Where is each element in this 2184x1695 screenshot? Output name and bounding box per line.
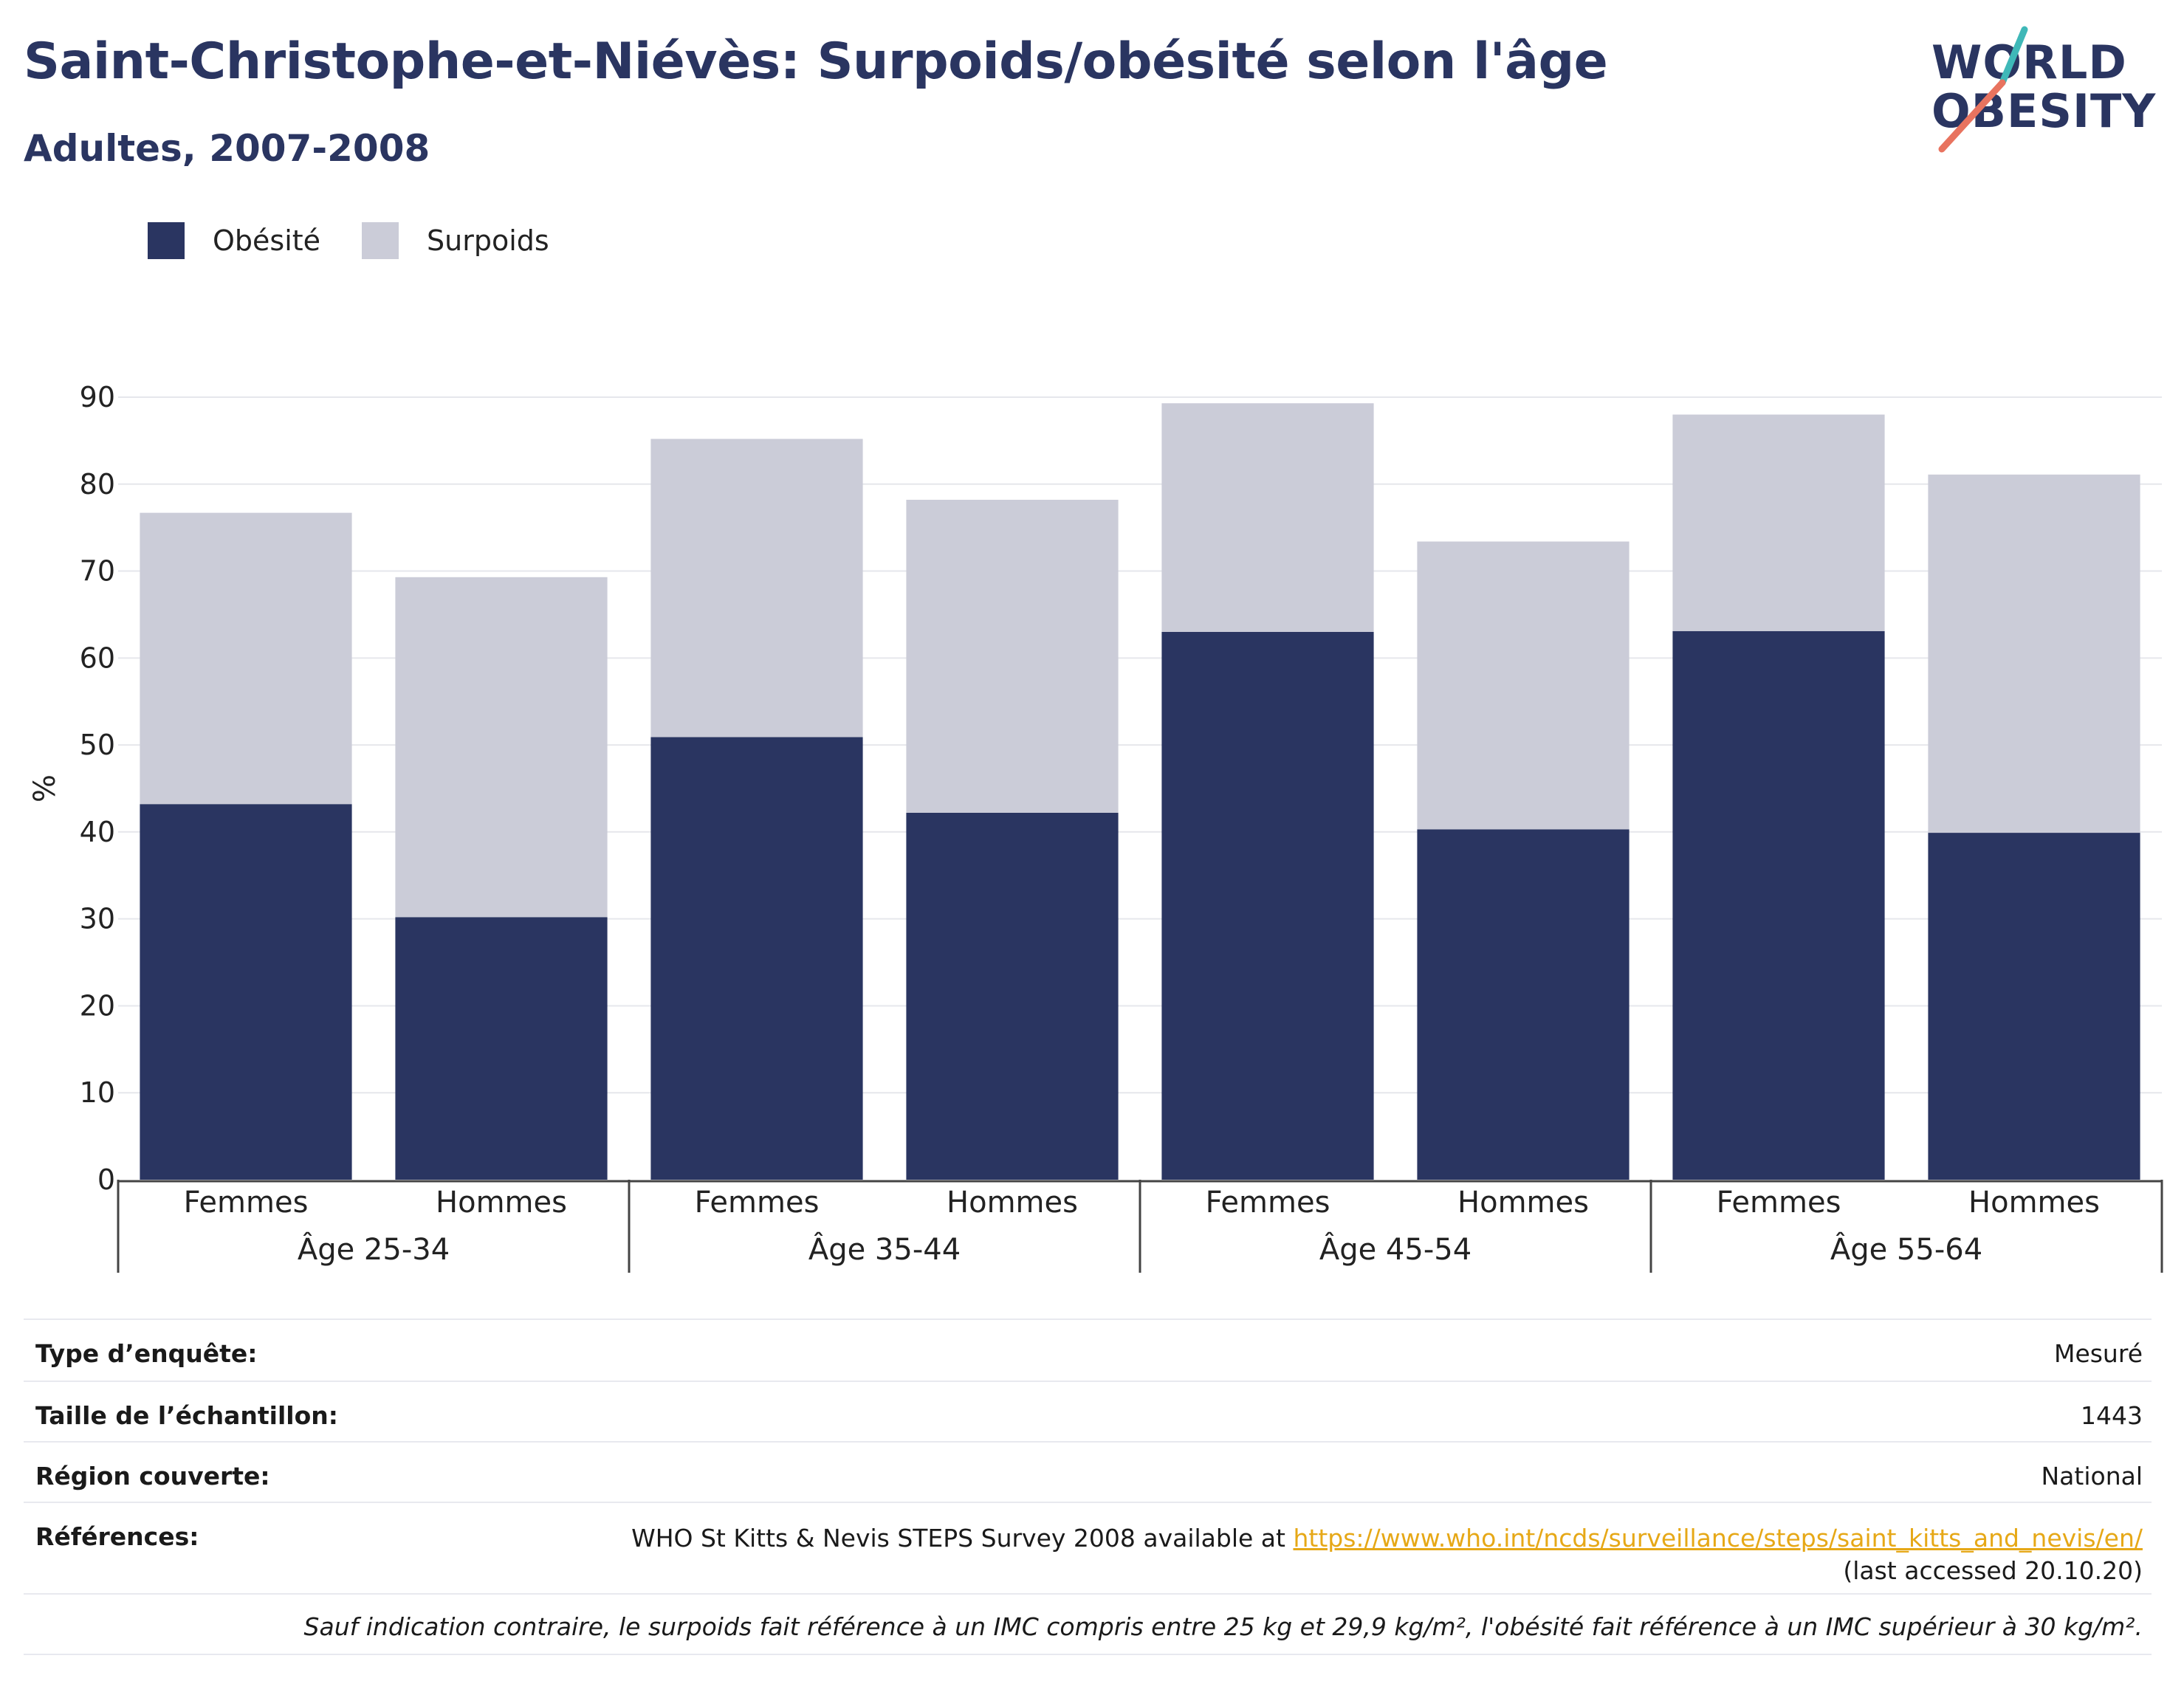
sample-size-label: Taille de l’échantillon: bbox=[35, 1401, 338, 1430]
logo-line-1: WORLD bbox=[1931, 35, 2127, 89]
bar-overweight bbox=[906, 499, 1119, 813]
x-tick-label: Femmes bbox=[184, 1186, 309, 1220]
info-row-sample-size: Taille de l’échantillon: 1443 bbox=[24, 1381, 2152, 1441]
y-tick-label: 70 bbox=[80, 555, 115, 588]
bar-overweight bbox=[140, 512, 352, 805]
x-group-label: Âge 35-44 bbox=[808, 1231, 961, 1267]
y-tick-label: 60 bbox=[80, 642, 115, 674]
info-row-survey-type: Type d’enquête: Mesuré bbox=[24, 1318, 2152, 1381]
legend-item-obesity[interactable]: Obésité bbox=[148, 222, 320, 259]
bar-obesity bbox=[906, 812, 1119, 1180]
references-suffix: (last accessed 20.10.20) bbox=[1843, 1556, 2143, 1585]
x-group-label: Âge 45-54 bbox=[1319, 1231, 1472, 1267]
chart-title: Saint-Christophe-et-Niévès: Surpoids/obé… bbox=[24, 32, 1608, 91]
references-text: WHO St Kitts & Nevis STEPS Survey 2008 a… bbox=[631, 1524, 1294, 1553]
chart-subtitle: Adultes, 2007-2008 bbox=[24, 127, 430, 170]
references-label: Références: bbox=[35, 1522, 199, 1551]
x-tick-label: Femmes bbox=[1717, 1186, 1841, 1220]
survey-type-label: Type d’enquête: bbox=[35, 1339, 258, 1368]
world-obesity-logo: WORLD OBESITY bbox=[1931, 26, 2156, 153]
y-tick-label: 50 bbox=[80, 729, 115, 761]
stacked-bar-chart: 0 10 20 30 40 50 60 70 80 90% Femmes Hommes Femmes Ho… bbox=[28, 381, 2163, 1273]
x-group-label: Âge 55-64 bbox=[1830, 1231, 1982, 1267]
y-tick-label: 30 bbox=[80, 903, 115, 935]
legend-label-obesity: Obésité bbox=[213, 224, 321, 257]
x-tick-label: Hommes bbox=[947, 1186, 1078, 1220]
info-row-references: Références: WHO St Kitts & Nevis STEPS S… bbox=[24, 1502, 2152, 1593]
bar-obesity bbox=[1417, 829, 1630, 1180]
bar-overweight bbox=[395, 577, 608, 918]
bar-overweight bbox=[1161, 403, 1374, 632]
legend-label-overweight: Surpoids bbox=[427, 224, 549, 257]
y-tick-label: 90 bbox=[80, 381, 115, 413]
x-group-label: Âge 25-34 bbox=[298, 1231, 450, 1267]
bar-overweight bbox=[1417, 541, 1630, 830]
x-tick-label: Femmes bbox=[695, 1186, 820, 1220]
y-axis-label: % bbox=[28, 774, 62, 802]
region-label: Région couverte: bbox=[35, 1462, 270, 1491]
x-tick-label: Femmes bbox=[1206, 1186, 1330, 1220]
chart-legend: Obésité Surpoids bbox=[148, 221, 591, 260]
bar-overweight bbox=[1928, 474, 2140, 833]
legend-swatch-obesity bbox=[148, 222, 185, 259]
bar-overweight bbox=[650, 439, 863, 738]
legend-swatch-overweight bbox=[362, 222, 399, 259]
y-tick-label: 10 bbox=[80, 1076, 115, 1109]
bar-obesity bbox=[1672, 630, 1885, 1180]
y-tick-label: 20 bbox=[80, 989, 115, 1022]
bar-obesity bbox=[140, 804, 352, 1180]
region-value: National bbox=[2041, 1462, 2143, 1491]
bar-obesity bbox=[650, 737, 863, 1180]
references-value: WHO St Kitts & Nevis STEPS Survey 2008 a… bbox=[622, 1522, 2143, 1587]
info-row-region: Région couverte: National bbox=[24, 1441, 2152, 1502]
bar-obesity bbox=[395, 917, 608, 1180]
y-tick-label: 80 bbox=[80, 468, 115, 501]
x-tick-label: Hommes bbox=[1968, 1186, 2100, 1220]
references-link[interactable]: https://www.who.int/ncds/surveillance/st… bbox=[1293, 1524, 2143, 1553]
bar-overweight bbox=[1672, 414, 1885, 631]
logo-slash-coral bbox=[1938, 79, 2006, 153]
sample-size-value: 1443 bbox=[2081, 1401, 2143, 1430]
legend-item-overweight[interactable]: Surpoids bbox=[362, 222, 549, 259]
bar-obesity bbox=[1161, 632, 1374, 1180]
survey-type-value: Mesuré bbox=[2053, 1339, 2143, 1368]
survey-info-table: Type d’enquête: Mesuré Taille de l’échan… bbox=[24, 1318, 2152, 1655]
logo-line-2: OBESITY bbox=[1931, 84, 2156, 138]
info-row-note: Sauf indication contraire, le surpoids f… bbox=[24, 1593, 2152, 1655]
logo-slash-teal bbox=[1999, 26, 2028, 86]
definition-note: Sauf indication contraire, le surpoids f… bbox=[303, 1612, 2143, 1641]
x-tick-label: Hommes bbox=[1457, 1186, 1589, 1220]
y-tick-label: 40 bbox=[80, 816, 115, 848]
x-tick-label: Hommes bbox=[436, 1186, 567, 1220]
bar-obesity bbox=[1928, 833, 2140, 1180]
y-tick-label: 0 bbox=[97, 1163, 115, 1196]
